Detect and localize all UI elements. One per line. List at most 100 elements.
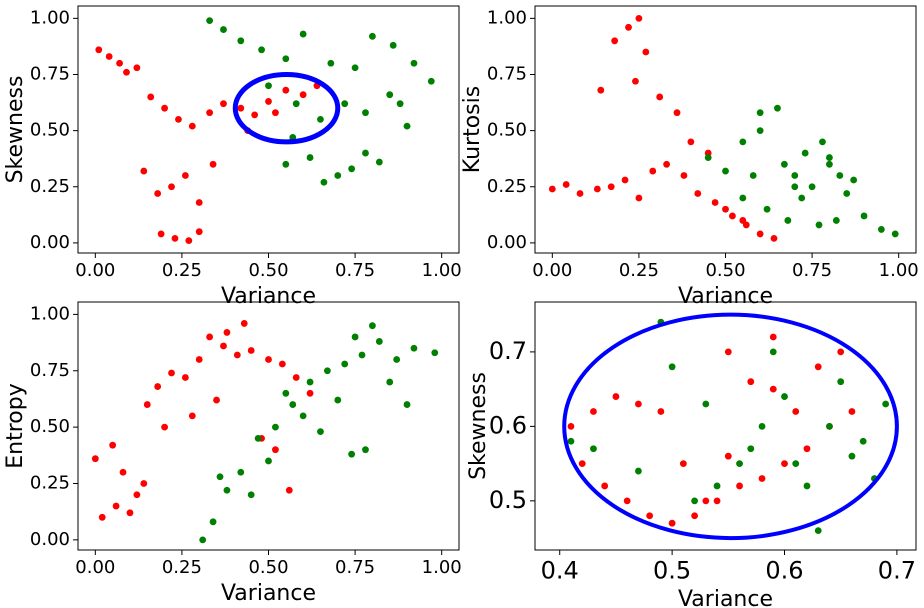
data-point	[375, 338, 383, 345]
data-point	[891, 230, 899, 238]
data-point	[837, 348, 845, 356]
data-point	[237, 468, 245, 476]
data-point	[213, 396, 220, 404]
data-point	[237, 104, 245, 112]
x-tick-label: 0.75	[792, 260, 832, 281]
data-point	[410, 344, 418, 352]
data-point	[386, 378, 394, 386]
plot-frame	[77, 301, 460, 551]
data-point	[623, 497, 631, 505]
data-point	[756, 230, 764, 238]
data-point	[223, 329, 231, 336]
data-point	[780, 160, 788, 168]
data-point	[185, 237, 193, 245]
data-point	[808, 183, 816, 191]
data-point	[649, 167, 657, 175]
data-point	[848, 452, 856, 460]
data-point	[181, 374, 189, 381]
x-tick-label: 0.5	[653, 556, 691, 584]
data-point	[848, 408, 856, 415]
x-tick-label: 0.00	[532, 260, 572, 281]
data-point	[209, 518, 217, 526]
data-point	[663, 160, 671, 168]
data-point	[98, 513, 106, 521]
data-point	[323, 367, 331, 375]
data-point	[632, 77, 639, 85]
data-point	[814, 527, 822, 535]
data-point	[739, 138, 747, 146]
data-point	[859, 437, 867, 445]
data-point	[611, 37, 619, 45]
data-point	[369, 322, 376, 330]
x-tick-label: 0.00	[75, 557, 115, 578]
data-point	[850, 176, 858, 184]
data-point	[711, 199, 719, 206]
data-point	[427, 77, 435, 85]
data-point	[265, 82, 272, 90]
data-point	[668, 519, 676, 527]
y-tick-label: 0.25	[487, 176, 527, 197]
data-point	[282, 160, 290, 168]
x-tick-label: 0.4	[541, 556, 579, 584]
data-point	[590, 408, 597, 415]
data-point	[351, 64, 359, 72]
data-point	[860, 212, 868, 220]
data-point	[826, 422, 833, 430]
data-point	[431, 349, 439, 357]
data-point	[612, 393, 620, 400]
data-point	[562, 181, 570, 188]
data-point	[576, 190, 584, 197]
data-point	[209, 160, 217, 168]
data-point	[341, 100, 349, 108]
data-point	[739, 194, 747, 202]
data-point	[206, 17, 214, 24]
data-point	[161, 104, 168, 112]
data-point	[206, 109, 214, 117]
data-point	[91, 455, 99, 463]
data-point	[687, 138, 695, 146]
data-point	[656, 93, 664, 101]
data-point	[306, 154, 314, 161]
data-point	[351, 333, 359, 341]
data-point	[694, 190, 702, 197]
data-point	[826, 154, 833, 161]
data-point	[722, 205, 729, 213]
data-point	[126, 509, 134, 517]
data-point	[389, 41, 397, 49]
y-tick-label: 0.7	[489, 337, 527, 365]
data-point	[112, 502, 120, 510]
data-point	[597, 86, 605, 94]
data-point	[702, 400, 710, 408]
data-point	[254, 435, 262, 442]
data-point	[803, 482, 811, 490]
data-point	[272, 109, 279, 117]
data-point	[593, 185, 601, 193]
y-tick-label: 0.00	[30, 529, 70, 550]
data-point	[123, 68, 130, 76]
data-point	[722, 167, 729, 175]
plot-frame	[534, 301, 917, 551]
x-tick-label: 0.25	[162, 260, 202, 281]
data-point	[843, 190, 851, 197]
data-point	[362, 446, 369, 454]
data-point	[195, 356, 203, 363]
x-tick-label: 0.25	[162, 557, 202, 578]
data-point	[578, 460, 586, 468]
data-point	[289, 401, 297, 408]
data-point	[410, 59, 418, 67]
data-point	[801, 149, 809, 157]
data-point	[713, 482, 721, 490]
data-point	[334, 172, 342, 179]
plot-frame	[77, 5, 460, 254]
data-point	[223, 486, 231, 494]
y-tick-label: 1.00	[30, 7, 70, 28]
y-tick-label: 0.75	[30, 360, 70, 381]
x-tick-label: 0.25	[619, 260, 659, 281]
x-tick-label: 1.00	[879, 260, 919, 281]
data-point	[282, 55, 290, 63]
data-point	[724, 348, 732, 356]
data-point	[299, 412, 307, 420]
y-tick-label: 0.25	[30, 176, 70, 197]
data-point	[679, 460, 687, 468]
